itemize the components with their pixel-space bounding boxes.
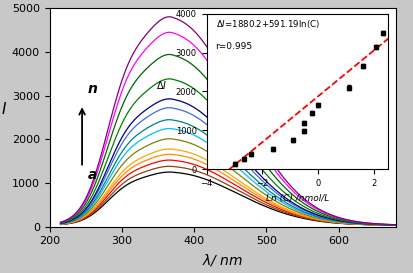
- X-axis label: Ln (C) /nmol/L: Ln (C) /nmol/L: [266, 194, 329, 203]
- Y-axis label: I: I: [1, 102, 6, 117]
- Y-axis label: $\Delta I$: $\Delta I$: [156, 79, 167, 91]
- Text: n: n: [88, 82, 98, 96]
- Text: $\Delta I$=1880.2+591.19ln(C): $\Delta I$=1880.2+591.19ln(C): [216, 18, 320, 30]
- Text: a: a: [88, 168, 97, 182]
- Text: r=0.995: r=0.995: [216, 42, 253, 51]
- X-axis label: $\lambda$/ nm: $\lambda$/ nm: [202, 252, 244, 268]
